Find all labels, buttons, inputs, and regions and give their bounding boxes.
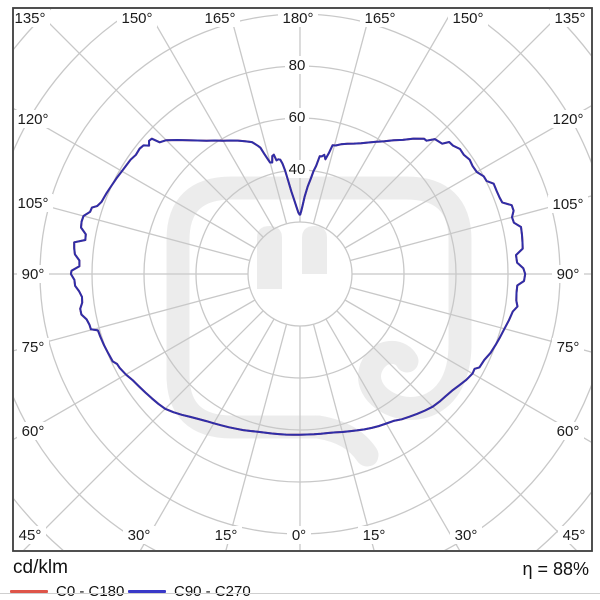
grid-spoke bbox=[336, 310, 577, 550]
angle-label: 180° bbox=[282, 10, 313, 27]
angle-label-halo bbox=[278, 9, 318, 27]
angle-label: 105° bbox=[552, 196, 583, 213]
legend-item-c0-c180: C0 - C180 bbox=[10, 582, 124, 600]
plot-background bbox=[13, 8, 592, 551]
grid-spoke bbox=[14, 299, 256, 440]
ring-label-halo bbox=[285, 56, 309, 74]
grid-spoke bbox=[225, 324, 288, 550]
grid-spoke bbox=[14, 196, 250, 262]
angle-label: 60° bbox=[22, 423, 45, 440]
legend-swatch-c0-c180 bbox=[10, 589, 48, 593]
angle-label-halo bbox=[13, 194, 53, 212]
angle-label-halo bbox=[117, 9, 157, 27]
angle-label: 150° bbox=[121, 10, 152, 27]
angle-label-halo bbox=[17, 265, 49, 283]
angle-label: 0° bbox=[292, 527, 306, 544]
angle-label-halo bbox=[552, 422, 584, 440]
grid-spoke bbox=[312, 9, 372, 224]
angle-label: 165° bbox=[364, 10, 395, 27]
ring-label-halo bbox=[285, 160, 309, 178]
angle-label-halo bbox=[358, 526, 390, 544]
angle-label: 30° bbox=[455, 527, 478, 544]
grid-spoke bbox=[325, 318, 461, 550]
legend-swatch-c90-c270 bbox=[128, 589, 166, 593]
angle-label: 90° bbox=[22, 266, 45, 283]
angle-label: 165° bbox=[204, 10, 235, 27]
grid-spoke bbox=[228, 9, 288, 224]
angle-label-halo bbox=[550, 9, 590, 27]
grid-spoke bbox=[14, 108, 256, 249]
angle-label-halo bbox=[287, 526, 311, 544]
angle-label-halo bbox=[14, 526, 46, 544]
grid-spoke bbox=[350, 286, 591, 353]
ring-label: 80 bbox=[289, 57, 306, 74]
grid-spoke bbox=[325, 9, 454, 230]
legend-label-c90-c270: C90 - C270 bbox=[174, 582, 251, 600]
efficiency-value: η = 88% bbox=[522, 559, 589, 579]
angle-label: 90° bbox=[557, 266, 580, 283]
angle-label: 135° bbox=[14, 10, 45, 27]
angle-label: 75° bbox=[557, 339, 580, 356]
curve-c90-c270 bbox=[69, 137, 527, 436]
angle-label-halo bbox=[13, 110, 53, 128]
angle-label-halo bbox=[448, 9, 488, 27]
legend-item-c90-c270: C90 - C270 bbox=[128, 582, 251, 600]
angle-label: 150° bbox=[452, 10, 483, 27]
grid-spoke bbox=[139, 318, 275, 550]
angle-label: 120° bbox=[17, 111, 48, 128]
grid-spoke bbox=[344, 299, 591, 443]
grid-spoke bbox=[344, 105, 591, 249]
angle-label-halo bbox=[17, 338, 49, 356]
grid-spoke bbox=[350, 195, 591, 262]
angle-label-halo bbox=[558, 526, 590, 544]
angle-label-halo bbox=[360, 9, 400, 27]
angle-label: 45° bbox=[19, 527, 42, 544]
angle-label: 75° bbox=[22, 339, 45, 356]
ring-label-halo bbox=[285, 108, 309, 126]
bottom-divider bbox=[0, 593, 600, 594]
ring-label: 60 bbox=[289, 109, 306, 126]
angle-label-halo bbox=[552, 338, 584, 356]
angle-label: 105° bbox=[17, 195, 48, 212]
angle-label: 45° bbox=[563, 527, 586, 544]
angle-label-halo bbox=[548, 195, 588, 213]
unit-label: cd/klm bbox=[13, 557, 68, 578]
angle-label-halo bbox=[210, 526, 242, 544]
angle-label: 60° bbox=[557, 423, 580, 440]
angle-label-halo bbox=[548, 110, 588, 128]
grid-spoke bbox=[14, 286, 250, 352]
grid-spoke bbox=[146, 9, 275, 230]
angle-label: 120° bbox=[552, 111, 583, 128]
ring-label: 40 bbox=[289, 161, 306, 178]
grid-spoke bbox=[23, 310, 264, 550]
legend-label-c0-c180: C0 - C180 bbox=[56, 582, 125, 600]
angle-label-halo bbox=[450, 526, 482, 544]
angle-label: 30° bbox=[128, 527, 151, 544]
angle-label-halo bbox=[123, 526, 155, 544]
angle-label-halo bbox=[200, 9, 240, 27]
angle-label: 15° bbox=[363, 527, 386, 544]
angle-label-halo bbox=[552, 265, 584, 283]
grid-spoke bbox=[312, 324, 375, 550]
angle-label: 15° bbox=[215, 527, 238, 544]
plot-border bbox=[12, 7, 593, 552]
angle-label-halo bbox=[17, 422, 49, 440]
angle-label: 135° bbox=[554, 10, 585, 27]
curves bbox=[69, 137, 527, 436]
angle-label-halo bbox=[10, 9, 50, 27]
